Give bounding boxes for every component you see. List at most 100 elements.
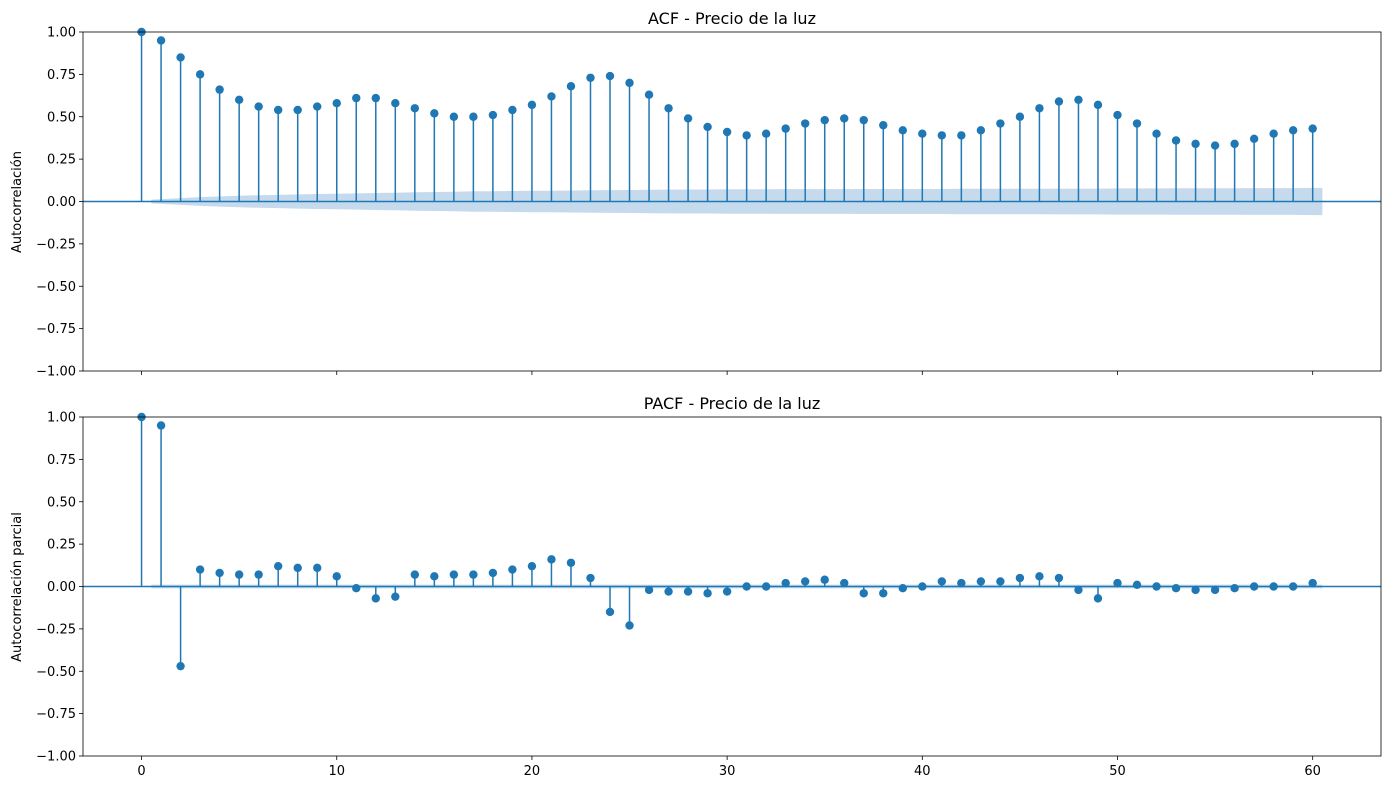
acf-point-lag-59 xyxy=(1288,126,1298,135)
pacf-point-lag-10 xyxy=(332,572,341,581)
pacf-point-lag-6 xyxy=(254,570,263,579)
pacf-point-lag-53 xyxy=(1171,583,1181,593)
acf-point-lag-2 xyxy=(176,53,185,62)
acf-point-lag-31 xyxy=(742,131,751,140)
pacf-point-lag-15 xyxy=(430,572,439,581)
pacf-point-lag-4 xyxy=(215,568,224,578)
acf-point-lag-33 xyxy=(781,124,790,133)
pacf-point-lag-46 xyxy=(1035,572,1044,581)
acf-point-lag-39 xyxy=(898,126,907,135)
pacf-point-lag-58 xyxy=(1269,582,1278,591)
pacf-point-lag-17 xyxy=(469,570,478,579)
acf-title: ACF - Precio de la luz xyxy=(648,9,816,28)
pacf-point-lag-51 xyxy=(1132,580,1142,590)
pacf-point-lag-30 xyxy=(722,587,732,596)
acf-point-lag-6 xyxy=(254,102,263,111)
pacf-x-tick-label: 50 xyxy=(1109,764,1126,779)
acf-point-lag-23 xyxy=(586,73,595,82)
pacf-x-tick-label: 0 xyxy=(137,764,145,779)
acf-point-lag-5 xyxy=(234,95,244,105)
acf-point-lag-43 xyxy=(976,126,986,135)
pacf-point-lag-13 xyxy=(391,592,400,601)
acf-panel: ACF - Precio de la luz Autocorrelación −… xyxy=(10,9,1382,380)
acf-y-tick-label: 1.00 xyxy=(47,26,76,41)
acf-y-tick-label: 0.25 xyxy=(47,153,76,168)
pacf-point-lag-31 xyxy=(742,582,751,591)
acf-point-lag-11 xyxy=(352,93,361,103)
pacf-point-lag-36 xyxy=(840,578,849,588)
acf-point-lag-28 xyxy=(683,114,693,123)
acf-plot-frame xyxy=(82,31,1382,372)
acf-point-lag-24 xyxy=(605,71,615,81)
pacf-point-lag-54 xyxy=(1191,585,1200,595)
pacf-point-lag-42 xyxy=(957,578,966,588)
pacf-y-ticks: −1.00 −0.75 −0.50 −0.25 0.00 0.25 0.50 0.75 1.00 xyxy=(36,411,83,765)
pacf-title: PACF - Precio de la luz xyxy=(644,394,821,413)
acf-point-lag-37 xyxy=(859,115,868,125)
pacf-x-tick-label: 60 xyxy=(1304,764,1321,779)
pacf-point-lag-56 xyxy=(1230,583,1239,593)
pacf-point-lag-49 xyxy=(1093,594,1103,603)
pacf-point-lag-19 xyxy=(508,565,517,574)
acf-point-lag-26 xyxy=(644,90,654,99)
acf-point-lag-46 xyxy=(1035,104,1044,113)
pacf-point-lag-32 xyxy=(761,582,771,591)
pacf-point-lag-45 xyxy=(1015,573,1025,583)
pacf-point-lag-44 xyxy=(996,577,1005,586)
acf-point-lag-22 xyxy=(566,82,576,91)
pacf-x-tick-label: 20 xyxy=(524,764,541,779)
acf-y-tick-label: −0.50 xyxy=(36,280,76,295)
pacf-point-lag-34 xyxy=(800,577,810,586)
pacf-y-tick-label: −0.25 xyxy=(36,622,76,637)
pacf-plot-frame xyxy=(82,416,1382,757)
acf-point-lag-15 xyxy=(430,109,439,118)
pacf-point-lag-39 xyxy=(898,583,907,593)
acf-point-lag-54 xyxy=(1191,139,1200,149)
pacf-point-lag-5 xyxy=(234,570,244,579)
acf-point-lag-30 xyxy=(722,127,732,137)
pacf-y-tick-label: −1.00 xyxy=(36,750,76,765)
pacf-point-lag-14 xyxy=(410,570,420,579)
pacf-y-tick-label: 0.75 xyxy=(47,453,76,468)
pacf-point-lag-41 xyxy=(937,577,947,586)
acf-point-lag-1 xyxy=(156,36,166,45)
pacf-point-lag-16 xyxy=(449,570,459,579)
acf-point-lag-44 xyxy=(996,119,1005,128)
acf-point-lag-3 xyxy=(195,70,205,79)
acf-point-lag-12 xyxy=(371,93,380,103)
acf-point-lag-52 xyxy=(1152,129,1161,138)
pacf-point-lag-25 xyxy=(625,621,634,630)
pacf-point-lag-20 xyxy=(527,561,537,571)
acf-point-lag-4 xyxy=(215,85,224,94)
acf-y-tick-label: −0.75 xyxy=(36,322,76,337)
pacf-ylabel: Autocorrelación parcial xyxy=(10,512,25,662)
pacf-point-lag-27 xyxy=(664,587,673,596)
acf-ylabel: Autocorrelación xyxy=(10,151,25,253)
acf-y-tick-label: 0.50 xyxy=(47,110,76,125)
pacf-y-tick-label: −0.75 xyxy=(36,707,76,722)
acf-point-lag-9 xyxy=(313,102,322,111)
acf-point-lag-34 xyxy=(800,119,810,128)
pacf-point-lag-48 xyxy=(1074,585,1083,595)
pacf-point-lag-59 xyxy=(1288,582,1298,591)
pacf-point-lag-7 xyxy=(273,561,283,571)
pacf-point-lag-11 xyxy=(352,583,361,593)
pacf-point-lag-21 xyxy=(547,555,556,564)
acf-point-lag-27 xyxy=(664,104,673,113)
acf-point-lag-48 xyxy=(1074,95,1083,105)
acf-point-lag-49 xyxy=(1093,100,1103,110)
pacf-y-tick-label: 0.25 xyxy=(47,538,76,553)
pacf-x-ticks: 0 10 20 30 40 50 60 xyxy=(137,756,1321,779)
acf-point-lag-36 xyxy=(840,114,849,123)
pacf-point-lag-26 xyxy=(644,585,654,595)
acf-stems xyxy=(83,27,1381,203)
pacf-point-lag-3 xyxy=(195,565,205,574)
acf-point-lag-58 xyxy=(1269,129,1278,138)
pacf-point-lag-55 xyxy=(1210,585,1220,595)
pacf-point-lag-8 xyxy=(293,563,302,573)
pacf-point-lag-33 xyxy=(781,578,790,588)
acf-point-lag-56 xyxy=(1230,139,1239,149)
acf-point-lag-18 xyxy=(488,110,498,120)
acf-y-tick-label: 0.75 xyxy=(47,68,76,83)
